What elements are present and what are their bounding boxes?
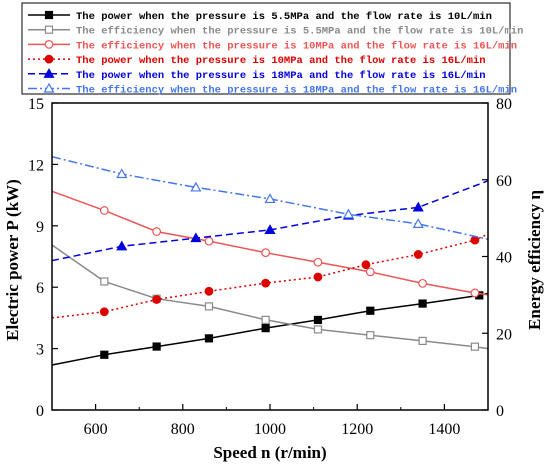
axes: 600 800 1000 1200 1400 0 3 6 9 12 15 0 20 40 60 80 bbox=[28, 96, 512, 438]
legend-label: The power when the pressure is 18MPa and… bbox=[76, 70, 486, 82]
y-left-tick-label: 9 bbox=[36, 219, 44, 236]
series-line bbox=[51, 190, 489, 296]
data-point bbox=[264, 224, 276, 234]
data-point bbox=[100, 277, 109, 286]
legend-item: The efficiency when the pressure is 10MP… bbox=[28, 40, 517, 52]
y-right-tick-label: 60 bbox=[496, 173, 512, 190]
y-left-axis-title: Electric power P (kW) bbox=[3, 179, 22, 341]
data-point bbox=[313, 325, 323, 334]
legend-label: The efficiency when the pressure is 18MP… bbox=[76, 85, 517, 97]
data-point bbox=[412, 201, 424, 212]
data-point bbox=[99, 206, 109, 215]
data-point bbox=[261, 248, 271, 258]
legend-item: The efficiency when the pressure is 5.5M… bbox=[28, 25, 523, 38]
legend-marker bbox=[43, 68, 55, 78]
data-point bbox=[361, 260, 371, 270]
data-point bbox=[261, 278, 271, 288]
data-point bbox=[99, 307, 109, 317]
plot-frame bbox=[51, 102, 489, 411]
y-right-tick-label: 40 bbox=[496, 250, 512, 267]
y-left-tick-label: 3 bbox=[36, 342, 44, 359]
data-point bbox=[418, 299, 427, 308]
y-left-tick-label: 12 bbox=[28, 157, 44, 174]
data-point bbox=[204, 302, 214, 311]
data-point bbox=[152, 227, 162, 236]
data-point bbox=[152, 295, 162, 304]
legend-label: The power when the pressure is 10MPa and… bbox=[76, 55, 486, 67]
data-point bbox=[116, 240, 128, 251]
y-right-tick-label: 80 bbox=[496, 96, 512, 113]
data-point bbox=[204, 286, 214, 296]
y-right-tick-label: 0 bbox=[496, 403, 504, 420]
data-point bbox=[261, 324, 270, 333]
legend-label: The power when the pressure is 5.5MPa an… bbox=[76, 11, 492, 23]
data-point bbox=[418, 336, 427, 346]
series-line bbox=[51, 244, 489, 350]
data-point bbox=[100, 350, 109, 359]
x-tick-label: 1400 bbox=[428, 421, 460, 438]
y-left-tick-label: 0 bbox=[36, 403, 44, 420]
y-left-tick-label: 6 bbox=[36, 280, 44, 297]
data-point bbox=[116, 168, 128, 179]
series-2 bbox=[51, 190, 489, 298]
series-5 bbox=[51, 155, 489, 240]
series-line bbox=[51, 233, 489, 319]
data-point bbox=[204, 236, 214, 246]
series-0 bbox=[51, 291, 489, 366]
data-point bbox=[366, 306, 375, 315]
legend-item: The power when the pressure is 5.5MPa an… bbox=[28, 10, 492, 23]
x-tick-label: 1000 bbox=[254, 421, 286, 438]
data-point bbox=[418, 278, 428, 288]
data-point bbox=[313, 257, 323, 267]
legend-item: The power when the pressure is 18MPa and… bbox=[28, 68, 486, 82]
legend-marker bbox=[44, 40, 54, 49]
data-point bbox=[413, 250, 423, 259]
x-tick-label: 1200 bbox=[341, 421, 373, 438]
y-right-tick-label: 20 bbox=[496, 326, 512, 343]
data-point bbox=[190, 232, 202, 243]
legend-label: The efficiency when the pressure is 5.5M… bbox=[76, 26, 523, 38]
x-axis-title: Speed n (r/min) bbox=[213, 443, 326, 462]
legend-item: The efficiency when the pressure is 18MP… bbox=[28, 82, 517, 97]
data-point bbox=[470, 342, 480, 351]
series-1 bbox=[51, 244, 489, 351]
data-point bbox=[264, 193, 276, 204]
data-point bbox=[313, 272, 323, 282]
legend-item: The power when the pressure is 10MPa and… bbox=[28, 54, 486, 67]
legend-marker bbox=[44, 25, 54, 34]
data-point bbox=[412, 218, 424, 228]
y-left-tick-label: 15 bbox=[28, 96, 44, 113]
x-tick-label: 800 bbox=[171, 421, 195, 438]
x-tick-label: 600 bbox=[84, 421, 108, 438]
data-point bbox=[366, 331, 375, 340]
legend-box bbox=[21, 2, 511, 95]
series-4 bbox=[51, 180, 489, 262]
legend: The power when the pressure is 5.5MPa an… bbox=[21, 2, 523, 97]
plot-area bbox=[51, 155, 489, 366]
data-point bbox=[342, 208, 355, 219]
data-point bbox=[152, 342, 161, 351]
legend-marker bbox=[43, 82, 55, 93]
legend-label: The efficiency when the pressure is 10MP… bbox=[76, 40, 517, 52]
y-right-axis-title: Energy efficiency η bbox=[525, 190, 544, 330]
data-point bbox=[204, 334, 214, 343]
data-point bbox=[313, 315, 323, 325]
legend-marker bbox=[44, 10, 54, 20]
data-point bbox=[261, 315, 270, 324]
legend-marker bbox=[44, 54, 54, 64]
data-point bbox=[365, 267, 375, 277]
data-point bbox=[470, 288, 480, 298]
data-point bbox=[190, 181, 202, 192]
series-3 bbox=[51, 233, 489, 319]
